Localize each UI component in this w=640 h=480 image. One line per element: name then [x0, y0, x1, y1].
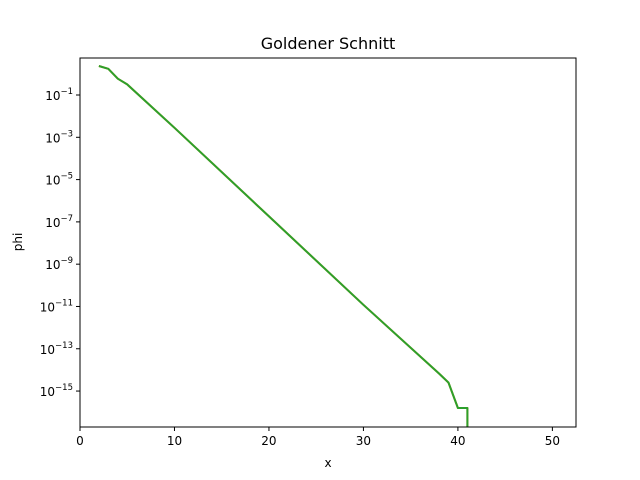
y-tick-exponent: −7	[60, 214, 73, 224]
x-tick-label: 40	[450, 434, 465, 448]
chart-title: Goldener Schnitt	[261, 34, 396, 53]
y-tick-exponent: −1	[60, 87, 73, 97]
series-line-1	[98, 65, 469, 427]
x-tick-label: 30	[356, 434, 371, 448]
y-tick-label: 10−1	[45, 87, 73, 103]
y-tick-label: 10−13	[40, 341, 73, 357]
x-tick-label: 50	[545, 434, 560, 448]
y-tick-base: 10	[45, 216, 60, 230]
y-tick-base: 10	[45, 258, 60, 272]
y-tick-exponent: −11	[55, 298, 73, 308]
y-tick-base: 10	[40, 385, 55, 399]
y-tick-label: 10−3	[45, 129, 73, 145]
y-tick-exponent: −15	[55, 383, 73, 393]
y-tick-label: 10−5	[45, 172, 73, 188]
y-tick-base: 10	[40, 300, 55, 314]
y-axis-label: phi	[11, 233, 25, 252]
y-tick-base: 10	[45, 89, 60, 103]
series-layer	[98, 65, 469, 427]
plot-frame	[79, 57, 577, 428]
x-tick-label: 10	[167, 434, 182, 448]
y-tick-base: 10	[45, 131, 60, 145]
y-tick-label: 10−15	[40, 383, 73, 399]
y-tick-exponent: −9	[60, 256, 73, 266]
y-tick-base: 10	[45, 174, 60, 188]
y-tick-base: 10	[40, 343, 55, 357]
x-axis-label: x	[324, 456, 331, 470]
x-tick-label: 20	[261, 434, 276, 448]
y-tick-exponent: −3	[60, 129, 73, 139]
y-tick-label: 10−9	[45, 256, 73, 272]
x-tick-label: 0	[76, 434, 84, 448]
series-line-2	[98, 65, 469, 427]
x-axis: 0 10 20 30 40 50	[76, 427, 560, 448]
y-tick-exponent: −5	[60, 172, 73, 182]
y-tick-exponent: −13	[55, 341, 73, 351]
y-tick-label: 10−11	[40, 298, 73, 314]
y-tick-label: 10−7	[45, 214, 73, 230]
